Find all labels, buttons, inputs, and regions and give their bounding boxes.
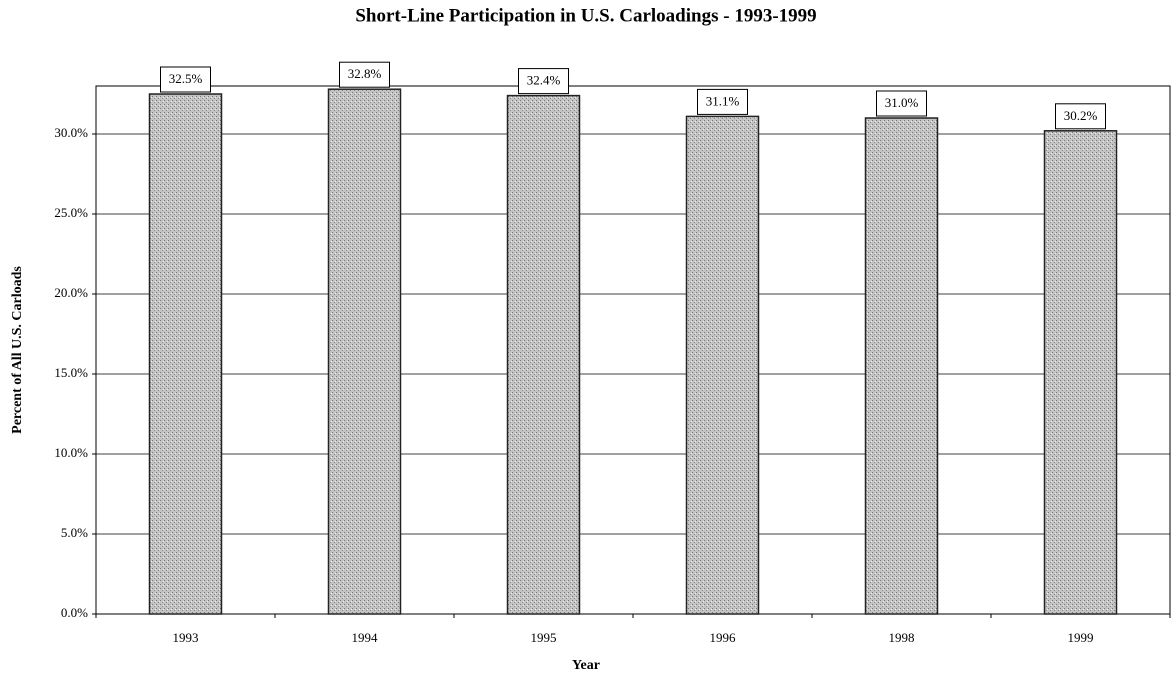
bar bbox=[327, 88, 402, 615]
value-label-box bbox=[160, 66, 211, 93]
value-label-box bbox=[518, 68, 569, 95]
x-tick-label: 1998 bbox=[889, 630, 915, 645]
y-axis-title: Percent of All U.S. Carloads bbox=[10, 266, 25, 434]
chart-title: Short-Line Participation in U.S. Carload… bbox=[355, 5, 816, 26]
x-tick-label: 1996 bbox=[710, 630, 737, 645]
x-axis-title: Year bbox=[572, 658, 600, 673]
x-tick-label: 1994 bbox=[352, 630, 379, 645]
x-tick-label: 1995 bbox=[531, 630, 557, 645]
value-label-box bbox=[339, 61, 390, 88]
y-tick-label: 5.0% bbox=[61, 525, 88, 540]
y-tick-label: 30.0% bbox=[54, 125, 88, 140]
value-label-box bbox=[1055, 103, 1106, 130]
bar bbox=[1043, 130, 1118, 615]
value-label: 32.5% bbox=[169, 71, 203, 86]
value-label: 32.8% bbox=[348, 66, 382, 81]
x-tick-label: 1993 bbox=[173, 630, 199, 645]
y-tick-label: 0.0% bbox=[61, 605, 88, 620]
y-tick-label: 20.0% bbox=[54, 285, 88, 300]
bar bbox=[685, 115, 760, 615]
value-label: 31.1% bbox=[706, 93, 740, 108]
bar bbox=[864, 117, 939, 615]
value-label-box bbox=[697, 88, 748, 115]
y-tick-label: 25.0% bbox=[54, 205, 88, 220]
y-tick-label: 10.0% bbox=[54, 445, 88, 460]
x-tick-label: 1999 bbox=[1068, 630, 1094, 645]
value-label: 31.0% bbox=[885, 95, 919, 110]
y-tick-label: 15.0% bbox=[54, 365, 88, 380]
plot-frame bbox=[95, 85, 1171, 615]
bar bbox=[506, 94, 581, 615]
value-label-box bbox=[876, 90, 927, 117]
value-label: 30.2% bbox=[1064, 108, 1098, 123]
bar bbox=[148, 93, 223, 615]
value-label: 32.4% bbox=[527, 73, 561, 88]
